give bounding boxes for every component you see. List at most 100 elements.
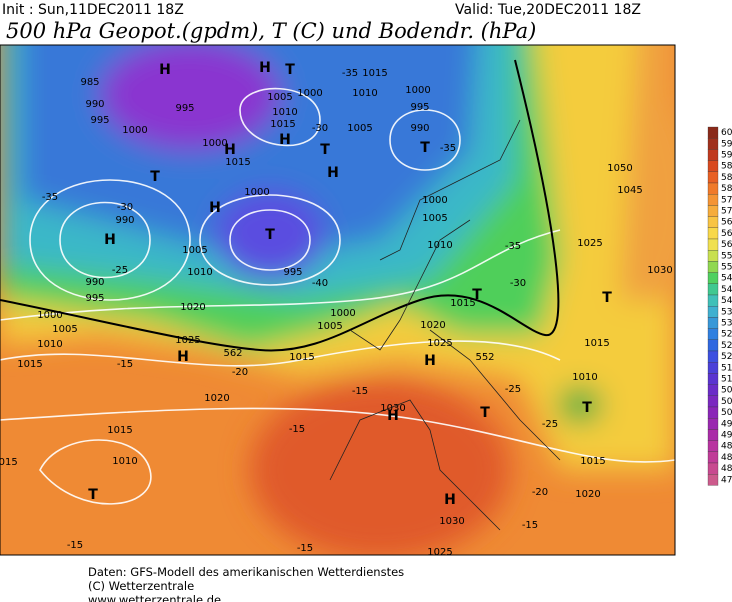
contour-label: 1000: [297, 88, 322, 99]
colorbar-label: 584: [721, 173, 732, 183]
pressure-center: H: [177, 349, 189, 365]
contour-label: 1000: [405, 85, 430, 96]
contour-label: 1010: [272, 107, 297, 118]
colorbar-label: 504: [721, 397, 732, 407]
contour-label: 1000: [122, 125, 147, 136]
colorbar-label: 596: [721, 139, 732, 149]
contour-label: -35: [440, 143, 456, 154]
colorbar-label: 592: [721, 151, 732, 161]
contour-label: 1000: [330, 308, 355, 319]
contour-label: 1020: [180, 302, 205, 313]
contour-label: -20: [232, 367, 248, 378]
colorbar-label: 564: [721, 229, 732, 239]
contour-label: -25: [505, 384, 521, 395]
contour-label: -40: [312, 278, 328, 289]
colorbar-swatch: [707, 462, 719, 475]
pressure-center: T: [285, 62, 295, 78]
contour-label: 990: [410, 123, 429, 134]
contour-label: 1050: [607, 163, 632, 174]
colorbar-swatch: [707, 451, 719, 464]
colorbar-swatch: [707, 126, 719, 139]
contour-label: 1005: [422, 213, 447, 224]
contour-label: 1010: [572, 372, 597, 383]
contour-label: 995: [90, 115, 109, 126]
contour-label: -15: [67, 540, 83, 551]
contour-label: -35: [42, 192, 58, 203]
contour-label: 995: [85, 293, 104, 304]
colorbar-label: 520: [721, 352, 732, 362]
contour-label: -15: [289, 424, 305, 435]
pressure-center: H: [209, 200, 221, 216]
contour-label: 552: [475, 352, 494, 363]
colorbar-swatch: [707, 339, 719, 352]
pressure-center: T: [480, 405, 490, 421]
contour-label: 1030: [439, 516, 464, 527]
contour-label: 1005: [182, 245, 207, 256]
contour-label: 1015: [584, 338, 609, 349]
contour-label: 1010: [427, 240, 452, 251]
colorbar-swatch: [707, 194, 719, 206]
contour-label: 1005: [52, 324, 77, 335]
contour-label: 1015: [107, 425, 132, 436]
contour-label: 1030: [380, 403, 405, 414]
colorbar-swatch: [707, 227, 719, 240]
contour-label: 562: [223, 348, 242, 359]
contour-label: 1010: [352, 88, 377, 99]
footer-line: Daten: GFS-Modell des amerikanischen Wet…: [88, 565, 404, 579]
colorbar-label: 508: [721, 386, 732, 396]
colorbar-swatch: [707, 306, 719, 318]
colorbar-swatch: [707, 350, 719, 363]
pressure-center: T: [472, 287, 482, 303]
contour-label: 1020: [575, 489, 600, 500]
contour-label: -35: [505, 241, 521, 252]
pressure-center: T: [88, 487, 98, 503]
contour-label: 1015: [450, 298, 475, 309]
colorbar-label: 600: [721, 128, 732, 138]
contour-label: 1005: [267, 92, 292, 103]
contour-label: -15: [522, 520, 538, 531]
colorbar-label: 476: [721, 475, 732, 485]
colorbar-swatch: [707, 373, 719, 385]
contour-label: 1020: [204, 393, 229, 404]
map: [0, 45, 675, 555]
colorbar-label: 532: [721, 319, 732, 329]
footer-line: www.wetterzentrale.de: [88, 593, 221, 602]
valid-time: Valid: Tue,20DEC2011 18Z: [455, 2, 641, 18]
colorbar-label: 536: [721, 307, 732, 317]
contour-label: -15: [352, 386, 368, 397]
colorbar-label: 496: [721, 419, 732, 429]
contour-label: -30: [117, 202, 133, 213]
contour-label: 1015: [289, 352, 314, 363]
contour-label: -25: [112, 265, 128, 276]
contour-label: 1025: [577, 238, 602, 249]
colorbar-swatch: [707, 216, 719, 228]
colorbar-label: 512: [721, 375, 732, 385]
pressure-center: T: [265, 227, 275, 243]
init-time: Init : Sun,11DEC2011 18Z: [2, 2, 184, 18]
colorbar-swatch: [707, 205, 719, 217]
colorbar-swatch: [707, 406, 719, 419]
colorbar-swatch: [707, 238, 719, 251]
colorbar-label: 524: [721, 341, 732, 351]
contour-label: 1045: [617, 185, 642, 196]
contour-label: 1010: [37, 339, 62, 350]
colorbar-swatch: [707, 474, 719, 486]
contour-label: 1025: [427, 547, 452, 558]
contour-label: 1015: [580, 456, 605, 467]
colorbar-label: 572: [721, 207, 732, 217]
contour-label: 1000: [422, 195, 447, 206]
contour-label: -30: [312, 123, 328, 134]
pressure-center: T: [150, 169, 160, 185]
colorbar-swatch: [707, 182, 719, 195]
colorbar-label: 544: [721, 285, 732, 295]
colorbar-label: 552: [721, 263, 732, 273]
contour-label: -15: [117, 359, 133, 370]
pressure-center: H: [444, 492, 456, 508]
contour-label: 1015: [270, 119, 295, 130]
colorbar-swatch: [707, 395, 719, 408]
colorbar-swatch: [707, 261, 719, 273]
colorbar-label: 540: [721, 296, 732, 306]
contour-label: -25: [542, 419, 558, 430]
pressure-center: T: [420, 140, 430, 156]
contour-label: 1010: [187, 267, 212, 278]
